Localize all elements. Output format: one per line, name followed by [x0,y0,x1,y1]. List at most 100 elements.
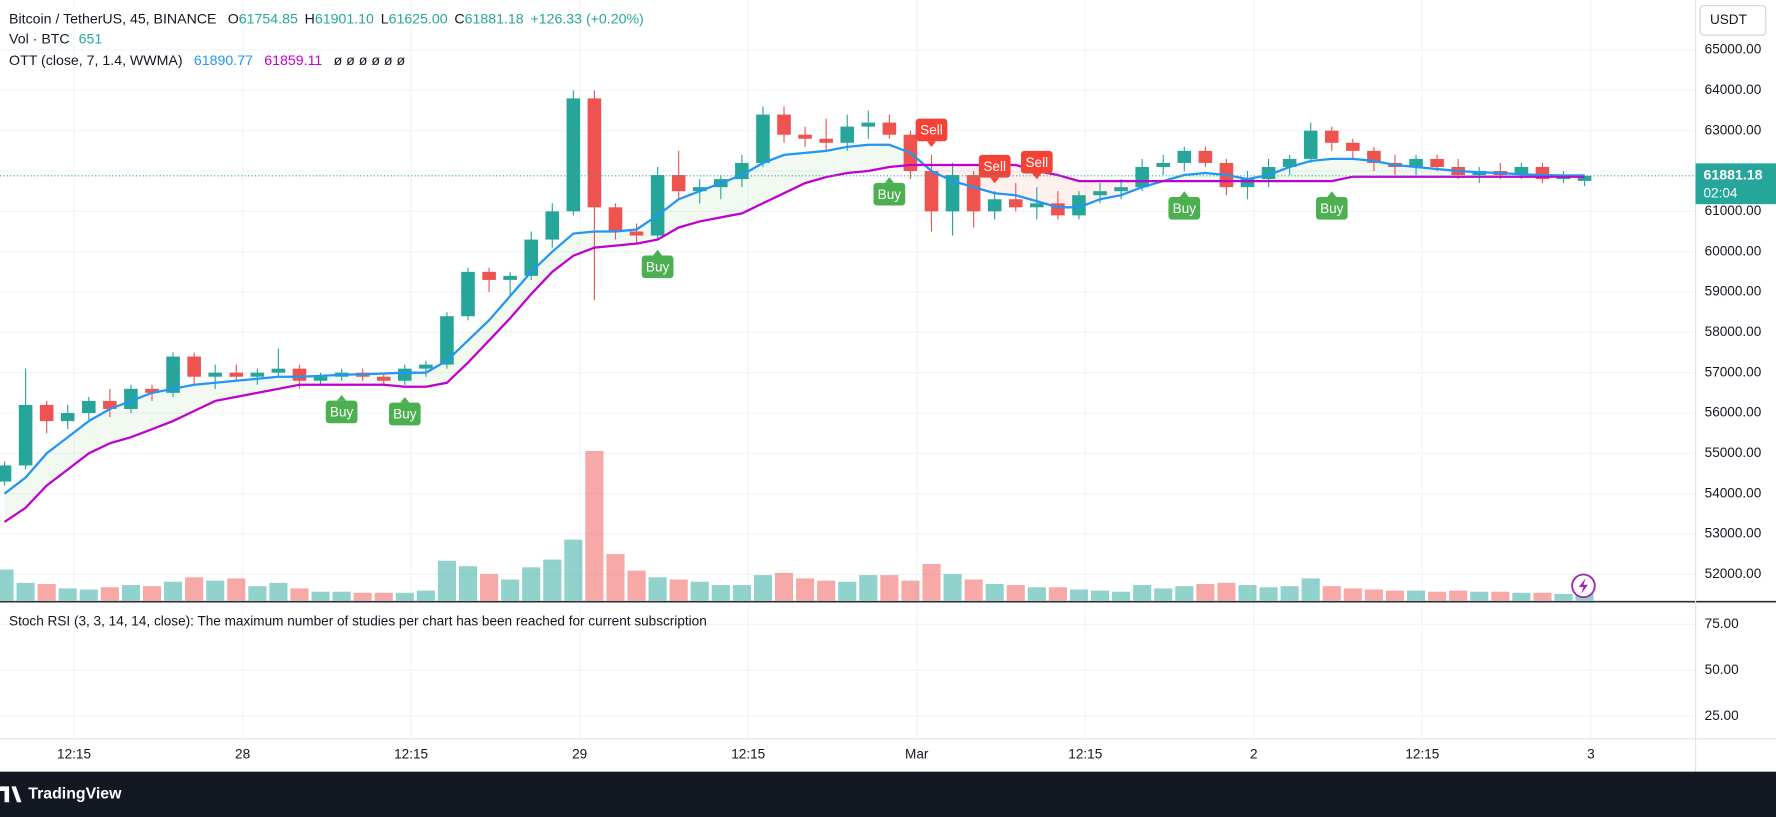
x-tick-label: Mar [905,746,929,761]
volume-bar [164,581,183,601]
x-tick-label: 2 [1250,746,1258,761]
price-tag [1695,163,1776,205]
ott-fill [173,384,195,422]
candle-body [1156,162,1171,167]
ott-fill [341,374,363,385]
ott-fill [1310,158,1332,182]
signal-box [641,255,674,279]
ott-fill [573,231,595,256]
x-tick-label: 3 [1587,746,1595,761]
volume-bar [1259,587,1278,601]
x-tick-label: 28 [235,746,250,761]
volume-bar [943,573,962,601]
volume-bar [311,591,330,601]
currency-label[interactable]: USDT [1710,12,1747,27]
volume-bar [290,588,309,601]
y-tick-label: 64000.00 [1705,82,1762,97]
candle-body [482,271,496,280]
candle-body [524,239,539,276]
ott-fill [446,340,469,383]
signal-pointer [1179,191,1189,197]
ott-fill [805,150,827,184]
y-tick-label: 65000.00 [1705,42,1762,57]
candle-body [1514,166,1529,176]
candle-body [545,211,560,240]
volume-bar [690,581,709,601]
volume-bar [1027,587,1046,601]
signal-label: Buy [393,407,417,422]
candle-body [18,404,33,466]
ott-fill [46,437,68,486]
ott-line-layer [3,143,1585,523]
ott-fill [1394,164,1417,177]
signal-box [325,400,358,424]
signal-pointer [1327,191,1337,197]
candle-body [187,356,201,377]
ott-fill [531,251,553,295]
candle-body [461,271,475,317]
currency-button[interactable] [1699,5,1767,36]
volume-bar [437,560,457,601]
volume-bar [964,579,983,601]
signal-label: Sell [1026,155,1049,170]
volume-bar [1090,590,1110,601]
ott-fill [594,231,616,248]
ott-line [3,143,1585,495]
candle-body [82,400,96,414]
volume-bar [458,566,478,601]
price-tag-value: 61881.18 [1704,168,1763,184]
candle-body [229,372,244,377]
candle-body [292,368,307,381]
candle-body [1198,150,1213,163]
candle-body [1114,187,1128,192]
volume-bar [585,450,604,601]
candle-body [166,356,180,393]
volume-bar [374,592,393,601]
volume-bar [711,585,730,601]
y-tick-label: 58000.00 [1705,324,1762,339]
signal-box [873,182,906,206]
ohlc-value: 61881.18 [465,11,524,27]
volume-bar [774,572,794,601]
volume-bar [985,583,1004,601]
signal-box [1020,150,1053,174]
ott-fill [1352,158,1374,177]
candle-body [271,368,286,373]
volume-bar [1512,592,1531,601]
ott-fill [762,154,785,204]
volume-bar [1048,587,1067,601]
legend-row-ott: OTT (close, 7, 1.4, WWMA) 61890.77 61859.1… [9,53,405,69]
ott-fill [109,400,131,444]
signal-label: Sell [983,159,1006,174]
signal-pointer [884,177,894,183]
volume-bar [922,564,941,601]
volume-bar [522,567,541,601]
volume-bar [838,581,857,601]
signal-layer: Buy Buy Buy Buy Sell Sell Sell Buy Buy [325,118,1348,426]
ott-extra: ø ø ø ø ø ø [334,53,406,69]
ott-fill [1015,164,1037,202]
ohlc-value: 61901.10 [315,11,374,27]
volume-bar [627,570,646,601]
y-tick-label: 54000.00 [1705,485,1762,500]
volume-bar [1406,590,1426,601]
candle-body [1072,195,1086,216]
ott-fill [784,152,806,194]
volume-bar [1385,590,1405,601]
x-tick-label: 12:15 [394,746,428,761]
candle-body [587,98,602,208]
volume-bar [1301,578,1320,601]
candle-body [124,388,138,409]
y-tick-label: 53000.00 [1705,526,1762,541]
candle-body [1177,150,1192,163]
volume-bar [416,590,435,601]
volume-bar [648,577,667,601]
candle-body [987,199,1002,212]
candle-body [566,98,581,212]
volume-bar [1006,585,1025,601]
candle-body [313,376,328,381]
candle-body [1135,166,1149,188]
symbol: Bitcoin / TetherUS, 45, BINANCE [9,11,216,27]
x-tick-label: 12:15 [1405,746,1439,761]
